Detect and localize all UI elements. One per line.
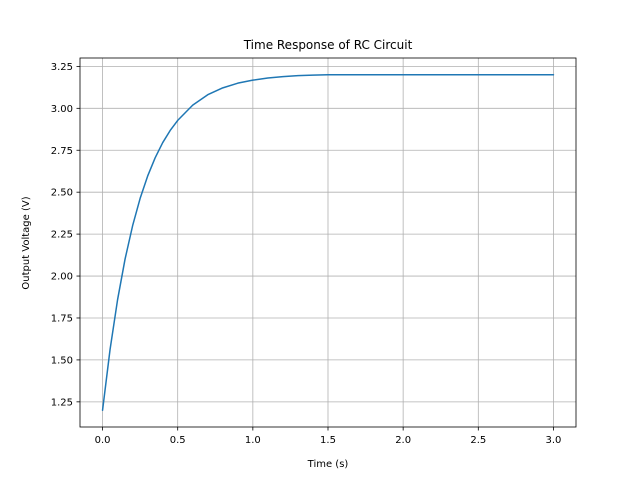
- x-tick-label: 1.0: [245, 435, 261, 446]
- y-tick-label: 2.00: [51, 272, 73, 283]
- y-tick-label: 3.00: [51, 104, 73, 115]
- y-tick-label: 2.75: [51, 146, 73, 157]
- grid: [80, 58, 576, 427]
- x-tick-label: 2.5: [470, 435, 486, 446]
- y-tick-label: 1.75: [51, 313, 73, 324]
- series-line: [101, 74, 555, 411]
- ticks: 0.0 0.5 1.0 1.5 2.0 2.5 3.0 1.25 1.50 1.75 2.00 2.2…: [51, 62, 562, 446]
- x-tick-label: 0.0: [95, 435, 111, 446]
- x-tick-label: 0.5: [170, 435, 186, 446]
- y-tick-label: 2.25: [51, 230, 73, 241]
- chart-title: Time Response of RC Circuit: [243, 38, 413, 52]
- x-tick-label: 2.0: [395, 435, 411, 446]
- y-tick-label: 3.25: [51, 62, 73, 73]
- series-layer: [101, 74, 555, 411]
- x-tick-label: 1.5: [320, 435, 336, 446]
- y-tick-label: 1.25: [51, 397, 73, 408]
- x-tick-label: 3.0: [546, 435, 562, 446]
- y-axis-label: Output Voltage (V): [21, 196, 32, 289]
- y-tick-label: 1.50: [51, 355, 73, 366]
- y-tick-label: 2.50: [51, 188, 73, 199]
- x-axis-label: Time (s): [307, 459, 349, 470]
